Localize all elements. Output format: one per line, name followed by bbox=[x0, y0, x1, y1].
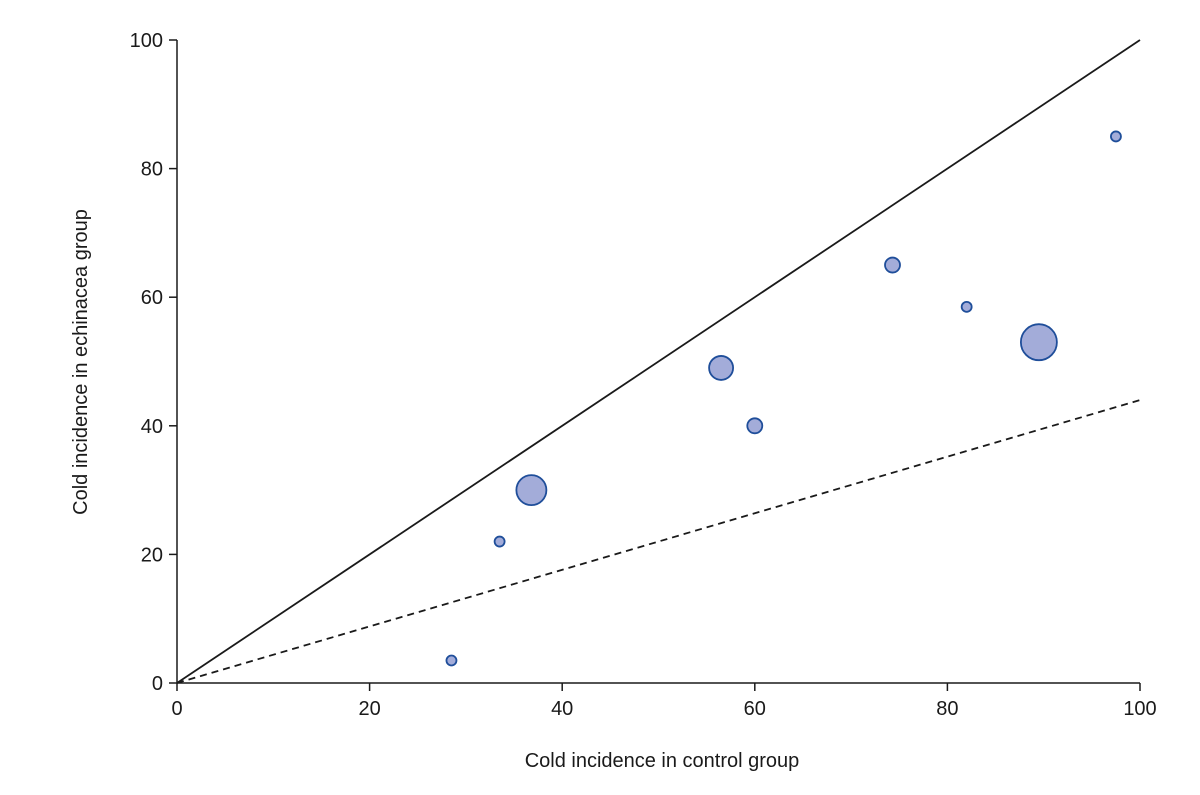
y-tick-label: 40 bbox=[141, 416, 163, 438]
x-tick-label: 100 bbox=[1123, 698, 1156, 720]
x-tick-label: 60 bbox=[744, 698, 766, 720]
x-tick-label: 20 bbox=[358, 698, 380, 720]
plot-area bbox=[176, 40, 1140, 684]
data-point-5 bbox=[746, 417, 764, 435]
x-axis-label: Cold incidence in control group bbox=[525, 750, 800, 772]
y-tick-label: 0 bbox=[152, 673, 163, 695]
x-tick-label: 0 bbox=[171, 698, 182, 720]
data-point-4 bbox=[708, 355, 734, 381]
data-point-1 bbox=[445, 654, 458, 667]
y-tick-label: 80 bbox=[141, 159, 163, 181]
reference-line-dashed bbox=[176, 399, 1141, 684]
y-axis-ticks: 0 20 40 60 80 100 bbox=[130, 30, 177, 695]
reference-line-solid bbox=[176, 39, 1141, 684]
data-point-2 bbox=[493, 535, 506, 548]
data-point-9 bbox=[1110, 130, 1122, 143]
data-point-8 bbox=[1019, 323, 1058, 362]
data-point-3 bbox=[515, 474, 548, 507]
reference-lines bbox=[176, 39, 1141, 684]
data-point-6 bbox=[884, 256, 901, 274]
y-axis-label: Cold incidence in echinacea group bbox=[70, 209, 92, 515]
y-tick-label: 60 bbox=[141, 287, 163, 309]
x-axis-ticks: 0 20 40 60 80 100 bbox=[171, 683, 1157, 720]
y-tick-label: 100 bbox=[130, 30, 163, 52]
x-tick-label: 80 bbox=[936, 698, 958, 720]
y-tick-label: 20 bbox=[141, 544, 163, 566]
data-point-7 bbox=[960, 300, 973, 313]
data-points bbox=[445, 130, 1122, 667]
x-tick-label: 40 bbox=[551, 698, 573, 720]
